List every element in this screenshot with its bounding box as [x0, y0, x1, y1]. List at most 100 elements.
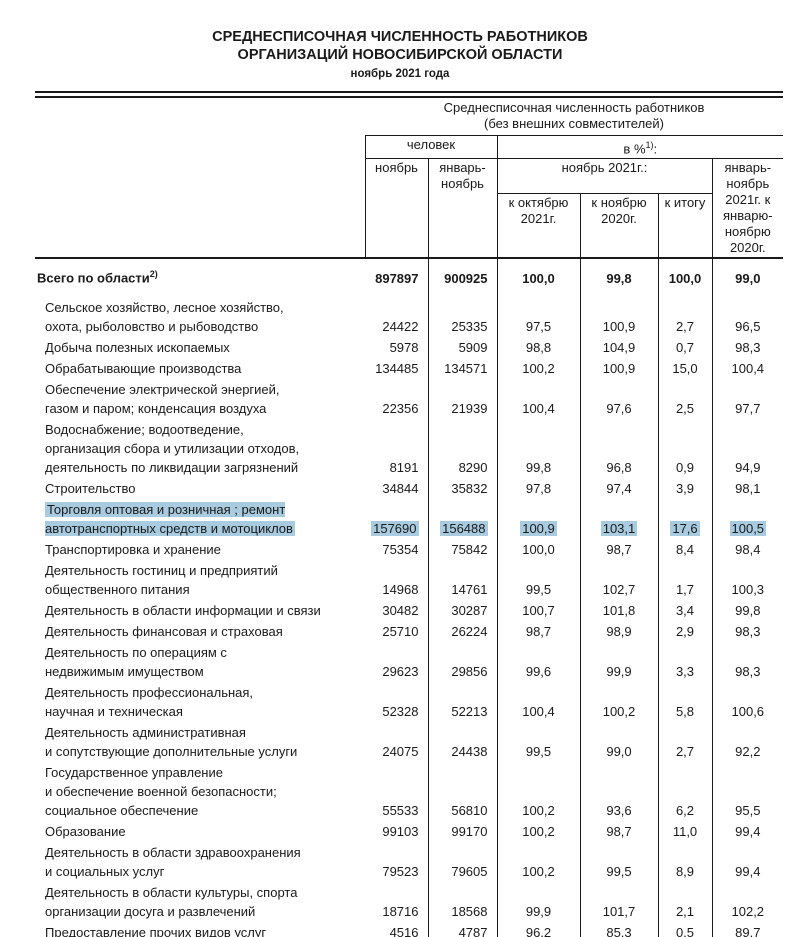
row-value: 99,8 [496, 418, 580, 478]
row-value: 3,3 [657, 641, 712, 682]
row-label: Деятельность в области здравоохранения и… [45, 844, 301, 879]
table-row: Транспортировка и хранение 75354 75842 100,… [35, 538, 784, 560]
row-value: 100,7 [496, 599, 580, 621]
row-label: Сельское хозяйство, лесное хозяйство, ох… [45, 299, 284, 334]
row-value: 3,4 [657, 599, 712, 621]
table-row: Сельское хозяйство, лесное хозяйство, ох… [35, 296, 784, 337]
table-row: Деятельность в области информации и связ… [35, 599, 784, 621]
row-label: Деятельность финансовая и страховая [45, 623, 283, 639]
row-value: 134571 [427, 357, 497, 379]
row-value: 100,2 [579, 681, 658, 722]
table-body: Всего по области2) 897897 900925 100,0 9… [35, 258, 784, 937]
row-value: 75354 [382, 541, 419, 557]
table-row: Обрабатывающие производства 134485 134571 1… [35, 357, 784, 379]
total-row-value: 900925 [427, 258, 497, 297]
row-value: 56810 [427, 761, 497, 821]
row-value: 2,5 [657, 378, 712, 419]
row-value: 8,9 [657, 841, 712, 882]
row-value: 0,7 [657, 336, 712, 358]
row-value: 4787 [427, 921, 497, 937]
total-row-value: 99,0 [711, 258, 784, 297]
col-header-to-total: к итогу [657, 193, 712, 260]
table-row: Деятельность по операциям с недвижимым и… [35, 641, 784, 682]
header-group-percent: в %1): [496, 135, 784, 160]
row-value: 98,4 [711, 538, 784, 560]
row-value: 30482 [382, 602, 419, 618]
row-value: 100,5 [711, 498, 784, 539]
row-value: 103,1 [579, 498, 658, 539]
row-value: 2,1 [657, 881, 712, 922]
row-value: 79605 [427, 841, 497, 882]
row-value: 98,8 [496, 336, 580, 358]
header-label-spacer [35, 98, 365, 260]
row-value: 101,7 [579, 881, 658, 922]
col-header-to-october-2021: к октябрю 2021г. [496, 193, 580, 260]
row-value: 98,1 [711, 477, 784, 499]
row-value: 100,9 [579, 357, 658, 379]
row-value: 8290 [427, 418, 497, 478]
header-group-people: человек [364, 135, 497, 160]
row-value: 0,9 [657, 418, 712, 478]
col-header-january-november: январь- ноябрь [427, 158, 497, 260]
row-value: 30287 [427, 599, 497, 621]
row-label: Деятельность в области информации и связ… [45, 602, 321, 618]
row-value: 6,2 [657, 761, 712, 821]
row-value: 100,0 [496, 538, 580, 560]
row-value: 99,8 [711, 599, 784, 621]
table-row: Деятельность административная и сопутств… [35, 721, 784, 762]
table-row: Деятельность финансовая и страховая 25710… [35, 620, 784, 642]
row-label: Образование [45, 823, 126, 839]
header-percent-prefix: в % [623, 141, 646, 157]
row-label: Добыча полезных ископаемых [45, 339, 230, 355]
page-title-line1: СРЕДНЕСПИСОЧНАЯ ЧИСЛЕННОСТЬ РАБОТНИКОВ [212, 29, 588, 45]
row-value: 24075 [382, 743, 419, 759]
row-value: 100,2 [496, 841, 580, 882]
row-value: 98,3 [711, 336, 784, 358]
row-value: 99,9 [496, 881, 580, 922]
row-value: 8191 [389, 459, 419, 475]
row-value: 94,9 [711, 418, 784, 478]
header-percent-suffix: : [653, 141, 658, 157]
row-value: 99,9 [579, 641, 658, 682]
row-label: Деятельность профессиональная, научная и… [45, 684, 254, 719]
row-value: 29856 [427, 641, 497, 682]
row-value: 3,9 [657, 477, 712, 499]
row-value: 2,7 [657, 296, 712, 337]
row-value: 55533 [382, 802, 419, 818]
row-value: 99,0 [579, 721, 658, 762]
row-value: 5909 [427, 336, 497, 358]
row-value: 17,6 [657, 498, 712, 539]
table-top-double-rule [35, 91, 783, 98]
row-value: 95,5 [711, 761, 784, 821]
total-row-label: Всего по области2) [35, 258, 365, 296]
row-value: 97,8 [496, 477, 580, 499]
row-value: 134485 [375, 360, 419, 376]
table-row: Добыча полезных ископаемых 5978 5909 98,8 10… [35, 336, 784, 358]
row-value: 102,2 [711, 881, 784, 922]
total-row-value: 897897 [375, 270, 419, 286]
total-row: Всего по области2) 897897 900925 100,0 9… [35, 258, 784, 297]
row-value: 24422 [382, 318, 419, 334]
title-block: СРЕДНЕСПИСОЧНАЯ ЧИСЛЕННОСТЬ РАБОТНИКОВ О… [0, 0, 800, 82]
row-value: 99,5 [579, 841, 658, 882]
row-value: 100,2 [496, 761, 580, 821]
row-value: 100,4 [496, 681, 580, 722]
row-value: 100,9 [579, 296, 658, 337]
row-label: Деятельность гостиниц и предприятий обще… [45, 562, 278, 597]
row-value: 100,2 [496, 357, 580, 379]
total-row-value: 100,0 [496, 258, 580, 297]
row-value: 98,3 [711, 641, 784, 682]
col-header-jan-nov-ratio: январь- ноябрь 2021г. к январю- ноябрю 2… [711, 158, 784, 260]
table-row: Деятельность в области здравоохранения и… [35, 841, 784, 882]
total-row-footnote-mark: 2) [149, 269, 158, 280]
total-row-label-text: Всего по области [37, 270, 150, 286]
row-value: 25335 [427, 296, 497, 337]
col-header-november: ноябрь [364, 158, 428, 260]
row-value: 34844 [382, 480, 419, 496]
row-value: 99,4 [711, 841, 784, 882]
row-value: 4516 [365, 921, 428, 937]
row-value: 1,7 [657, 559, 712, 600]
col-header-to-november-2020: к ноябрю 2020г. [579, 193, 658, 260]
row-value: 100,9 [496, 498, 580, 539]
